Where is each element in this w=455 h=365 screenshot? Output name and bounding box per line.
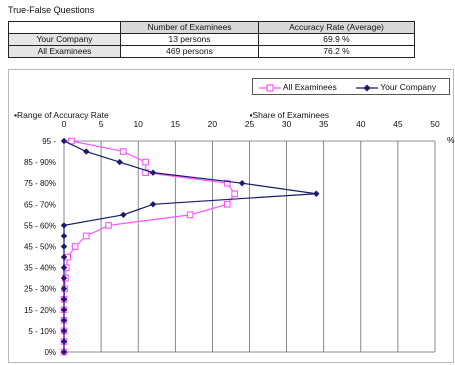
table-header-examinees: Number of Examinees: [120, 21, 259, 34]
x-tick-label: 45: [393, 119, 403, 129]
data-point: [223, 200, 231, 208]
x-tick-label: 50: [430, 119, 440, 129]
y-tick-label: 5 - 10%: [28, 327, 56, 336]
legend-square-marker-icon: [259, 84, 281, 92]
data-point: [120, 148, 127, 155]
summary-table: Number of Examinees Accuracy Rate (Avera…: [8, 21, 415, 58]
legend-label: All Examinees: [282, 82, 337, 92]
data-point: [60, 296, 68, 303]
data-point: [238, 180, 246, 187]
data-point: [231, 190, 239, 198]
y-tick-label: 45 - 50%: [24, 243, 56, 252]
legend-entry-all-examinees: All Examinees: [259, 81, 337, 93]
data-point: [60, 348, 68, 356]
data-point: [60, 317, 68, 324]
series-line: [63, 140, 236, 352]
table-row: All Examinees 469 persons 76.2 %: [8, 45, 415, 58]
x-tick-label: 10: [133, 119, 143, 129]
y-tick-label: 75 - 80%: [24, 179, 56, 188]
x-tick-label: 0: [62, 119, 67, 129]
chart-legend: All Examinees Your Company: [252, 78, 450, 95]
x-tick-label: 40: [356, 119, 366, 129]
data-point: [149, 201, 157, 208]
x-axis-unit: %: [447, 135, 455, 145]
data-point: [60, 327, 68, 335]
data-point: [120, 211, 127, 219]
data-point: [71, 243, 79, 250]
x-tick-label: 15: [171, 119, 181, 129]
y-tick-label: 85 - 90%: [24, 158, 56, 167]
x-tick-label: 25: [245, 119, 255, 129]
data-point: [105, 222, 112, 229]
y-tick-label: 25 - 30%: [24, 285, 56, 294]
data-point: [116, 158, 123, 166]
data-point: [82, 232, 90, 240]
y-tick-label: 55 - 60%: [24, 221, 56, 230]
data-point: [60, 338, 68, 345]
row-label: All Examinees: [8, 45, 121, 58]
chart-frame: [8, 69, 454, 363]
data-point: [60, 274, 68, 282]
data-point: [60, 253, 68, 261]
y-tick-label: 35 - 40%: [24, 264, 56, 273]
data-point: [60, 264, 68, 271]
legend-entry-your-company: Your Company: [356, 81, 436, 93]
data-point: [186, 211, 194, 219]
x-tick-label: 20: [208, 119, 218, 129]
section-title: True-False Questions: [8, 5, 95, 15]
data-point: [142, 158, 149, 166]
y-axis-title: ▪Range of Accuracy Rate: [14, 110, 109, 120]
x-axis-title: ▪Share of Examinees: [250, 110, 330, 120]
data-point: [83, 148, 90, 155]
accuracy-rate: 76.2 %: [258, 45, 415, 58]
x-tick-label: 35: [319, 119, 329, 129]
data-point: [223, 179, 231, 187]
x-tick-label: 5: [99, 119, 104, 129]
y-tick-label: 95 -: [42, 137, 56, 146]
legend-label: Your Company: [380, 82, 437, 92]
series-line: [63, 140, 317, 352]
table-header-corner: [8, 21, 121, 34]
data-point: [60, 232, 68, 240]
data-point: [313, 190, 320, 197]
y-tick-label: 65 - 70%: [24, 200, 56, 209]
data-point: [60, 222, 68, 229]
legend-diamond-marker-icon: [356, 84, 378, 92]
data-point: [60, 306, 68, 313]
y-tick-label: 0%: [44, 348, 56, 357]
data-point: [149, 169, 157, 176]
x-tick-label: 30: [282, 119, 292, 129]
data-point: [60, 137, 68, 145]
data-point: [60, 243, 68, 250]
data-point: [60, 285, 68, 292]
y-tick-label: 15 - 20%: [24, 306, 56, 315]
data-point: [68, 137, 75, 145]
